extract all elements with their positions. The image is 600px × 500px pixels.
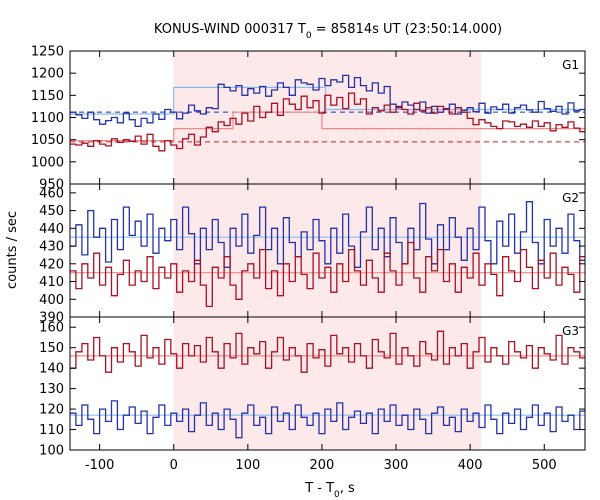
x-tick-label: 400 — [458, 458, 483, 473]
y-tick-label: 450 — [39, 204, 64, 219]
y-tick-label: 1050 — [31, 133, 64, 148]
panel-g3: 100 110 120 130 140 150 160 G3 — [39, 316, 586, 459]
panel-data — [70, 201, 585, 308]
y-tick-label: 410 — [39, 275, 64, 290]
x-tick-label: 200 — [310, 458, 335, 473]
panel-g2: 390 400 410 420 430 440 450 460 G2 — [39, 183, 586, 326]
xlabel-subscript: 0 — [334, 490, 340, 500]
y-tick-label: 120 — [39, 403, 64, 418]
highlight-interval — [173, 51, 482, 184]
series-red-g1 — [70, 92, 585, 152]
panel-g1: 950 1000 1050 1100 1150 1200 1250 G1 — [31, 45, 586, 193]
y-tick-label: 440 — [39, 222, 64, 237]
plot-area: 950100010501100115012001250G139040041042… — [31, 45, 586, 473]
x-tick-label: 300 — [384, 458, 409, 473]
y-tick-label: 1250 — [31, 45, 64, 60]
y-tick-label: 400 — [39, 293, 64, 308]
highlight-interval — [173, 184, 482, 317]
y-tick-label: 1150 — [31, 89, 64, 104]
series-blue-g3 — [70, 400, 585, 439]
figure-title: KONUS-WIND 000317 T0 = 85814s UT (23:50:… — [154, 22, 502, 41]
panel-label: G2 — [562, 191, 579, 205]
y-tick-label: 420 — [39, 257, 64, 272]
y-tick-label: 110 — [39, 423, 64, 438]
x-tick-label: 0 — [170, 458, 178, 473]
y-tick-label: 430 — [39, 240, 64, 255]
panel-frame — [69, 316, 586, 451]
y-tick-label: 1200 — [31, 67, 64, 82]
y-tick-label: 100 — [39, 444, 64, 459]
xlabel-main: T - T — [304, 481, 334, 496]
series-red-g2 — [70, 241, 585, 308]
x-tick-label: 500 — [532, 458, 557, 473]
x-tick-label: -100 — [85, 458, 115, 473]
y-tick-label: 460 — [39, 186, 64, 201]
highlight-interval — [173, 317, 482, 450]
panel-data — [70, 330, 585, 439]
title-main: KONUS-WIND 000317 T — [154, 22, 306, 37]
series-blue-g1 — [70, 74, 585, 128]
title-subscript: 0 — [306, 31, 312, 41]
y-tick-label: 950 — [39, 178, 64, 193]
panel-label: G1 — [562, 58, 579, 72]
y-tick-label: 390 — [39, 311, 64, 326]
xlabel-rest: , s — [340, 481, 355, 496]
x-tick-label: 100 — [235, 458, 260, 473]
x-axis-label: T - T0, s — [304, 481, 355, 500]
y-tick-label: 150 — [39, 341, 64, 356]
y-tick-label: 1000 — [31, 155, 64, 170]
y-tick-label: 130 — [39, 382, 64, 397]
panel-data — [70, 74, 585, 152]
panel-label: G3 — [562, 324, 579, 338]
title-rest: = 85814s UT (23:50:14.000) — [312, 22, 502, 37]
y-tick-label: 140 — [39, 362, 64, 377]
y-axis-label: counts / sec — [5, 211, 20, 289]
series-red-g3 — [70, 330, 585, 373]
y-tick-label: 160 — [39, 321, 64, 336]
model-line-1 — [70, 111, 585, 142]
series-blue-g2 — [70, 201, 585, 268]
y-tick-label: 1100 — [31, 111, 64, 126]
